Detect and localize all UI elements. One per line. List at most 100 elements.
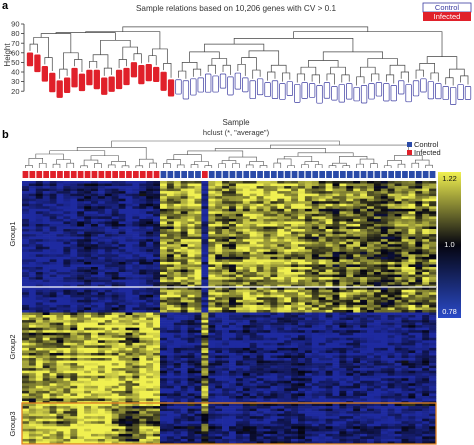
dendrogram-branch <box>282 72 291 82</box>
heatmap-cell <box>118 251 126 255</box>
heatmap-cell <box>160 315 168 318</box>
heatmap-cell <box>35 292 43 296</box>
heatmap-cell <box>77 251 85 255</box>
heatmap-cell <box>63 307 71 311</box>
heatmap-cell <box>125 378 133 382</box>
heatmap-cell <box>380 284 388 288</box>
heatmap-cell <box>387 317 395 321</box>
heatmap-cell <box>180 299 188 303</box>
heatmap-cell <box>360 181 368 184</box>
heatmap-cell <box>139 320 147 323</box>
leaf-label <box>427 81 435 100</box>
heatmap-cell <box>284 320 292 323</box>
heatmap-cell <box>277 246 285 250</box>
heatmap-cell <box>284 251 292 255</box>
heatmap-cell <box>84 284 92 288</box>
heatmap-cell <box>91 330 99 334</box>
heatmap-cell <box>325 183 333 187</box>
heatmap-cell <box>35 186 43 189</box>
heatmap-cell <box>63 373 71 377</box>
heatmap-cell <box>42 188 50 192</box>
heatmap-cell <box>132 287 140 291</box>
heatmap-cell <box>401 332 409 336</box>
heatmap-cell <box>304 254 313 258</box>
heatmap-cell <box>408 322 416 326</box>
heatmap-cell <box>22 216 30 220</box>
heatmap-cell <box>35 322 43 326</box>
heatmap-cell <box>125 332 133 336</box>
heatmap-cell <box>28 355 37 359</box>
heatmap-cell <box>353 373 361 377</box>
dendrogram-branch <box>248 50 280 66</box>
heatmap-cell <box>208 337 216 341</box>
heatmap-cell <box>139 368 147 371</box>
heatmap-cell <box>249 183 257 187</box>
heatmap-cell <box>22 365 30 369</box>
heatmap-cell <box>173 309 181 313</box>
heatmap-cell <box>408 282 416 285</box>
heatmap-cell <box>77 347 85 351</box>
heatmap-cell <box>367 320 375 323</box>
heatmap-cell <box>373 292 382 296</box>
heatmap-cell <box>125 373 133 377</box>
heatmap-cell <box>311 335 319 339</box>
heatmap-cell <box>180 337 188 341</box>
heatmap-cell <box>97 355 106 359</box>
heatmap-cell <box>373 325 382 328</box>
heatmap-cell <box>429 322 437 326</box>
heatmap-cell <box>415 234 423 237</box>
column-dendrogram-branch <box>342 165 351 168</box>
heatmap-cell <box>104 279 112 283</box>
heatmap-cell <box>332 330 340 334</box>
heatmap-cell <box>56 211 64 215</box>
heatmap-cell <box>166 284 175 288</box>
heatmap-cell <box>173 274 181 278</box>
heatmap-cell <box>401 188 409 192</box>
heatmap-cell <box>325 251 333 255</box>
heatmap-cell <box>318 272 326 275</box>
heatmap-cell <box>139 355 147 359</box>
heatmap-cell <box>229 181 237 184</box>
heatmap-cell <box>304 223 313 227</box>
dendrogram-branch <box>371 73 380 82</box>
heatmap-cell <box>28 284 37 288</box>
heatmap-cell <box>118 223 126 227</box>
heatmap-cell <box>387 249 395 253</box>
heatmap-cell <box>422 284 430 288</box>
heatmap-cell <box>380 352 388 356</box>
heatmap-cell <box>201 246 209 250</box>
heatmap-cell <box>35 360 43 364</box>
heatmap-cell <box>97 373 106 377</box>
heatmap-cell <box>367 208 375 212</box>
heatmap-cell <box>166 363 175 366</box>
heatmap-cell <box>160 211 168 215</box>
heatmap-cell <box>70 208 78 212</box>
heatmap-cell <box>415 327 423 331</box>
class-bar-cell <box>395 171 401 178</box>
heatmap-cell <box>380 309 388 313</box>
heatmap-cell <box>139 312 147 316</box>
heatmap-cell <box>42 181 50 184</box>
heatmap-cell <box>346 272 354 275</box>
heatmap-cell <box>49 218 57 222</box>
heatmap-cell <box>256 342 264 346</box>
heatmap-cell <box>229 355 237 359</box>
heatmap-cell <box>56 320 64 323</box>
heatmap-cell <box>104 229 112 232</box>
heatmap-cell <box>270 289 278 293</box>
heatmap-cell <box>180 342 188 346</box>
heatmap-cell <box>277 365 285 369</box>
heatmap-cell <box>242 193 250 197</box>
heatmap-cell <box>180 363 188 366</box>
heatmap-cell <box>229 249 237 253</box>
heatmap-cell <box>408 350 416 354</box>
heatmap-cell <box>291 191 299 194</box>
heatmap-cell <box>111 277 119 280</box>
heatmap-cell <box>118 340 126 344</box>
heatmap-cell <box>194 239 202 242</box>
heatmap-cell <box>277 304 285 308</box>
heatmap-cell <box>166 213 175 217</box>
heatmap-cell <box>263 198 271 202</box>
heatmap-cell <box>70 352 78 356</box>
heatmap-cell <box>429 239 437 242</box>
